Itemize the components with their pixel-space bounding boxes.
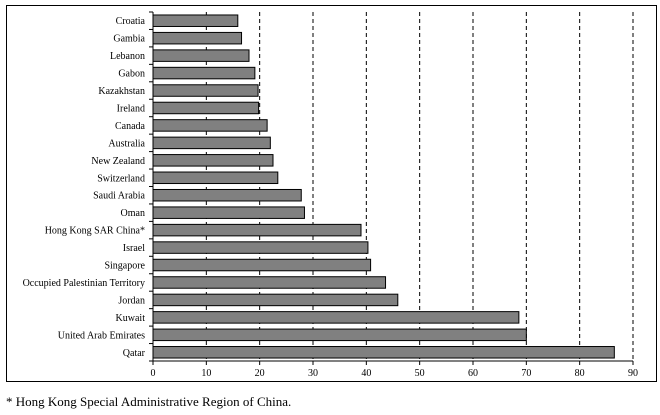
bar — [152, 84, 259, 97]
category-label: Saudi Arabia — [93, 191, 145, 202]
bar — [152, 136, 271, 150]
category-label: Qatar — [123, 348, 146, 359]
bar — [152, 328, 527, 342]
bar — [152, 258, 372, 272]
category-label: Singapore — [104, 261, 145, 272]
category-label: Kazakhstan — [98, 86, 145, 97]
category-label: Kuwait — [116, 313, 146, 324]
category-label: Occupied Palestinian Territory — [23, 278, 145, 289]
x-tick-label: 30 — [308, 368, 318, 379]
bar — [152, 346, 615, 359]
category-label: Lebanon — [110, 51, 145, 62]
category-label: Gambia — [113, 34, 145, 45]
bar — [152, 311, 520, 324]
bar — [152, 276, 387, 289]
tick-labels: 0 10 20 30 40 50 60 70 80 90 — [151, 368, 639, 379]
category-label: Australia — [108, 138, 145, 149]
bars — [152, 14, 615, 359]
bar — [152, 101, 260, 115]
bar — [152, 171, 279, 185]
bar — [152, 14, 239, 27]
x-tick-label: 10 — [201, 368, 211, 379]
bar — [152, 188, 302, 202]
bar — [152, 206, 305, 219]
bar — [152, 49, 250, 62]
footnote: * Hong Kong Special Administrative Regio… — [6, 394, 292, 409]
bar — [152, 154, 274, 167]
bar — [152, 293, 399, 307]
bar — [152, 31, 243, 45]
category-label: Oman — [121, 208, 145, 219]
category-label: Hong Kong SAR China* — [45, 226, 145, 237]
category-labels: Croatia Gambia Lebanon Gabon Kazakhstan Irela… — [23, 16, 146, 359]
category-label: Ireland — [117, 103, 145, 114]
category-label: Switzerland — [97, 173, 145, 184]
x-tick-label: 80 — [575, 368, 585, 379]
x-tick-label: 40 — [361, 368, 371, 379]
bar-chart: Croatia Gambia Lebanon Gabon Kazakhstan Irela… — [23, 11, 639, 379]
category-label: Croatia — [116, 16, 146, 27]
category-label: Canada — [115, 121, 146, 132]
x-tick-label: 60 — [468, 368, 478, 379]
gridlines — [205, 12, 634, 361]
category-label: Israel — [123, 243, 145, 254]
category-label: Jordan — [118, 295, 145, 306]
bar — [152, 119, 268, 132]
bar — [152, 241, 369, 254]
axes — [149, 11, 634, 365]
x-tick-label: 70 — [521, 368, 531, 379]
x-tick-label: 0 — [151, 368, 156, 379]
bar — [152, 66, 256, 80]
category-label: United Arab Emirates — [58, 330, 145, 341]
category-label: New Zealand — [91, 156, 145, 167]
x-tick-label: 20 — [255, 368, 265, 379]
category-label: Gabon — [118, 69, 145, 80]
x-tick-label: 50 — [415, 368, 425, 379]
bar — [152, 223, 362, 237]
x-tick-label: 90 — [628, 368, 638, 379]
